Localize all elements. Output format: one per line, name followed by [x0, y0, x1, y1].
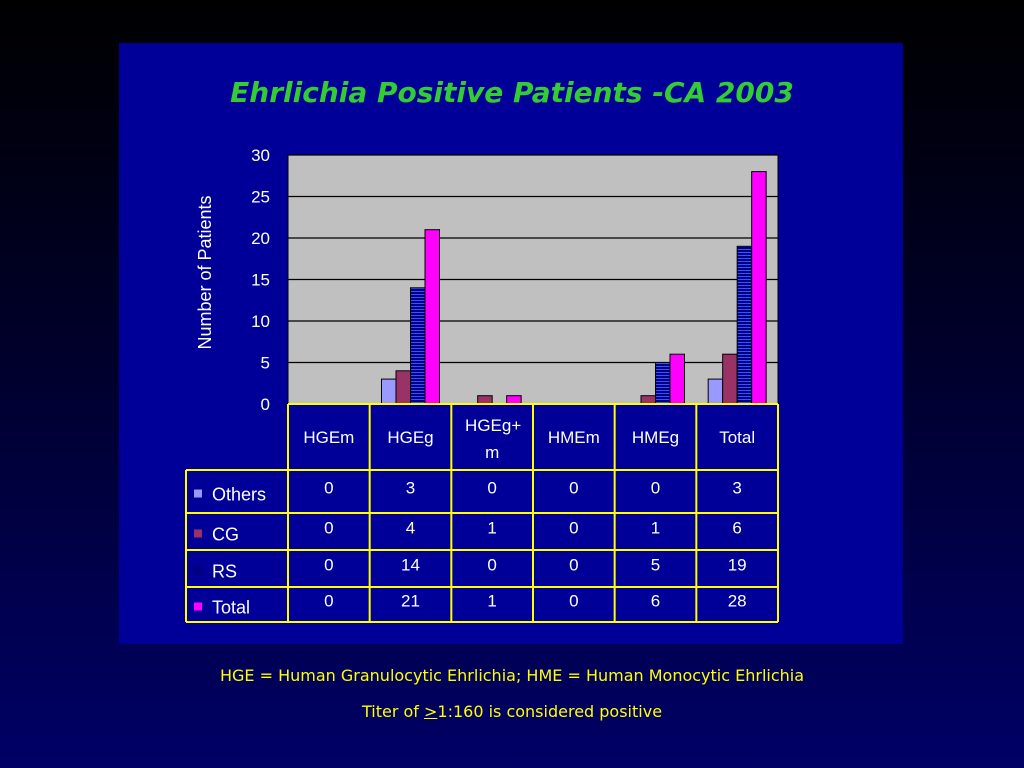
x-tick-label: m: [485, 443, 499, 462]
data-label: 0: [569, 556, 578, 575]
data-label: 0: [569, 479, 578, 498]
y-tick-label: 10: [251, 312, 270, 331]
data-label: 0: [324, 556, 333, 575]
data-label: 1: [651, 519, 660, 538]
data-label: 1: [487, 592, 496, 611]
data-label: 0: [487, 556, 496, 575]
y-tick-label: 0: [261, 395, 270, 414]
legend-swatch: [194, 602, 202, 611]
bar: [381, 378, 397, 405]
y-tick-label: 30: [251, 146, 270, 165]
x-tick-label: HGEg+: [465, 416, 521, 435]
data-label: 3: [406, 479, 415, 498]
data-label: 14: [401, 556, 420, 575]
y-axis-label: Number of Patients: [195, 195, 215, 349]
x-tick-label: HMEm: [548, 428, 600, 447]
data-label: 0: [324, 592, 333, 611]
x-tick-label: HMEg: [632, 428, 679, 447]
bar: [655, 362, 671, 405]
y-tick-label: 20: [251, 229, 270, 248]
x-tick-label: Total: [719, 428, 755, 447]
legend-label: Total: [212, 598, 250, 618]
legend-label: Others: [212, 485, 266, 505]
data-label: 3: [732, 479, 741, 498]
legend-swatch: [194, 489, 202, 498]
footnote-titer-suffix: 1:160 is considered positive: [437, 702, 663, 721]
data-label: 0: [569, 519, 578, 538]
data-label: 1: [487, 519, 496, 538]
footnote-abbreviations: HGE = Human Granulocytic Ehrlichia; HME …: [219, 666, 805, 685]
y-tick-label: 15: [251, 271, 270, 290]
legend-label: CG: [212, 525, 239, 545]
legend-label: RS: [212, 562, 237, 582]
data-label: 0: [487, 479, 496, 498]
data-label: 0: [324, 479, 333, 498]
data-label: 6: [651, 592, 660, 611]
data-label: 0: [569, 592, 578, 611]
bar: [395, 370, 411, 405]
y-tick-label: 5: [261, 354, 270, 373]
footnote-titer-ge: >: [423, 702, 438, 721]
x-tick-label: HGEm: [303, 428, 354, 447]
footnote-titer-prefix: Titer of: [361, 702, 424, 721]
chart-title: Ehrlichia Positive Patients -CA 2003: [230, 76, 794, 109]
bar: [669, 353, 685, 405]
bar: [424, 229, 440, 405]
bar: [640, 395, 656, 405]
legend-swatch: [193, 566, 203, 575]
bar: [506, 395, 522, 405]
data-label: 0: [324, 519, 333, 538]
data-label: 0: [651, 479, 660, 498]
data-label: 5: [651, 556, 660, 575]
footnote-titer: Titer of >1:160 is considered positive: [0, 702, 1024, 721]
bar: [751, 171, 767, 405]
data-label: 28: [728, 592, 747, 611]
bar: [736, 245, 753, 405]
data-label: 4: [406, 519, 415, 538]
x-tick-label: HGEg: [387, 428, 433, 447]
legend-swatch: [194, 529, 202, 538]
bar: [477, 395, 493, 405]
data-label: 21: [401, 592, 420, 611]
data-label: 6: [732, 519, 741, 538]
bar: [722, 353, 738, 405]
bar: [707, 378, 724, 405]
y-tick-label: 25: [251, 188, 270, 207]
data-label: 19: [728, 556, 747, 575]
bar: [410, 287, 426, 405]
